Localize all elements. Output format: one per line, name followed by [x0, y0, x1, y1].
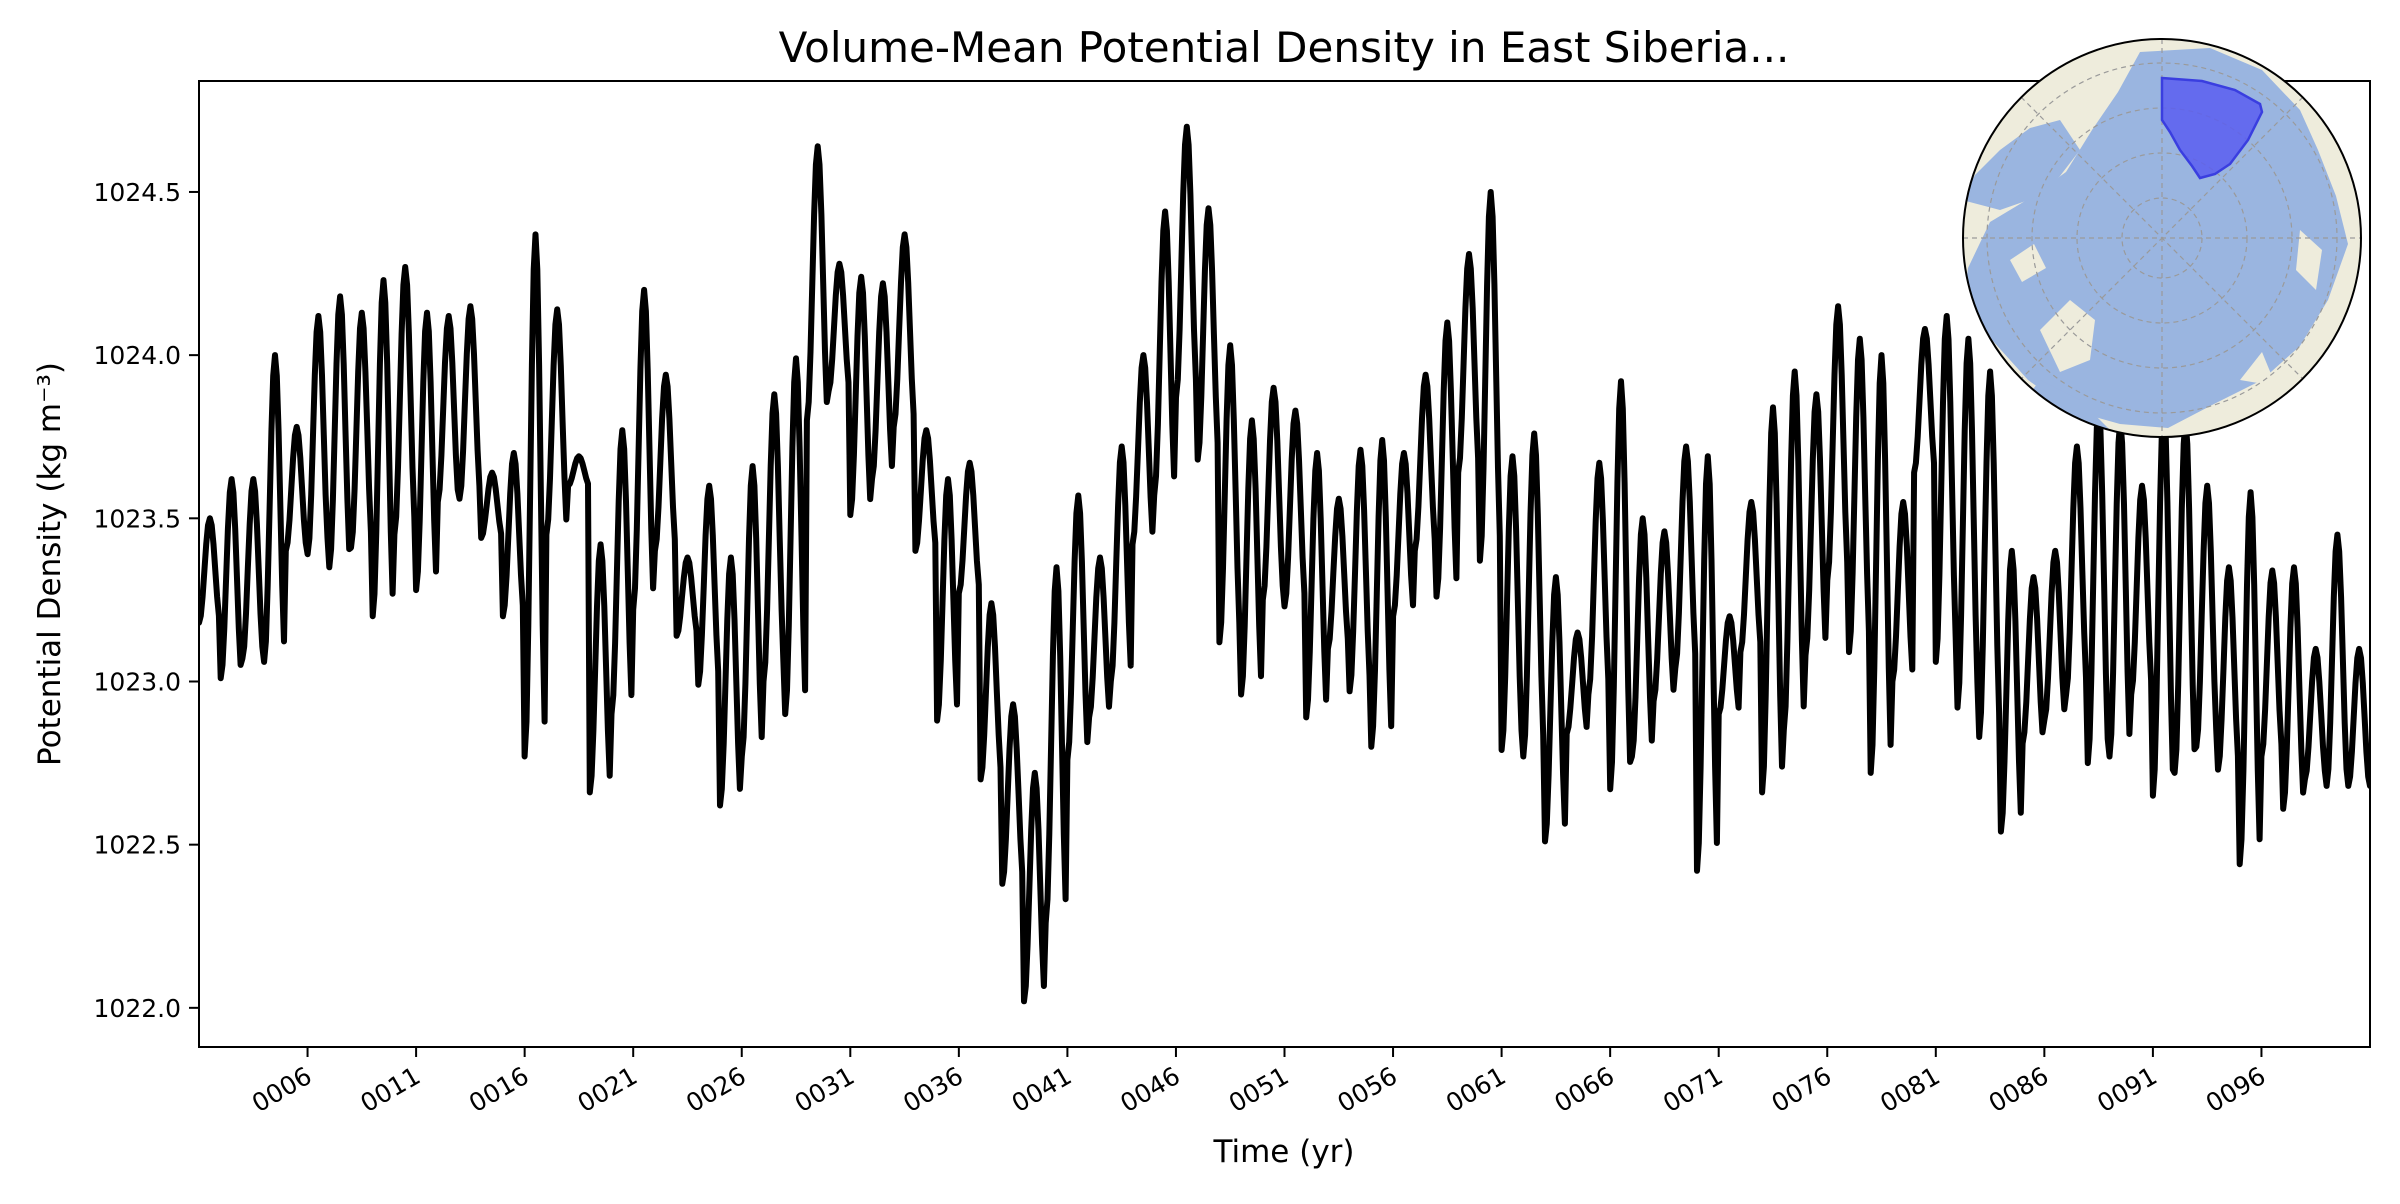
- canadian-archipelago-waters: [1963, 120, 2080, 210]
- chart-title: Volume-Mean Potential Density in East Si…: [779, 23, 1790, 72]
- y-tick-label: 1024.0: [94, 341, 181, 370]
- map-frame: [1962, 38, 2362, 438]
- series-line: [199, 123, 2370, 1005]
- y-axis-label: Potential Density (kg m⁻³): [32, 362, 68, 766]
- y-tick-label: 1023.5: [94, 504, 181, 533]
- novaya-zemlya-land: [2296, 230, 2322, 290]
- y-tick-label: 1024.5: [94, 178, 181, 207]
- plot-frame: [198, 80, 2371, 1048]
- y-tick-label: 1022.0: [94, 994, 181, 1023]
- y-tick-label: 1022.5: [94, 831, 181, 860]
- greenland-land: [2040, 300, 2095, 372]
- inset-map: [1962, 38, 2362, 438]
- y-tick-label: 1023.0: [94, 667, 181, 696]
- x-axis-label: Time (yr): [1213, 1134, 1355, 1170]
- y-axis: 1022.0 1022.5 1023.0 1023.5 1024.0 1024.5: [94, 178, 199, 1023]
- east-siberia-region: [2160, 76, 2264, 180]
- scandinavia-land: [2240, 352, 2276, 386]
- plot-area: [199, 123, 2370, 1005]
